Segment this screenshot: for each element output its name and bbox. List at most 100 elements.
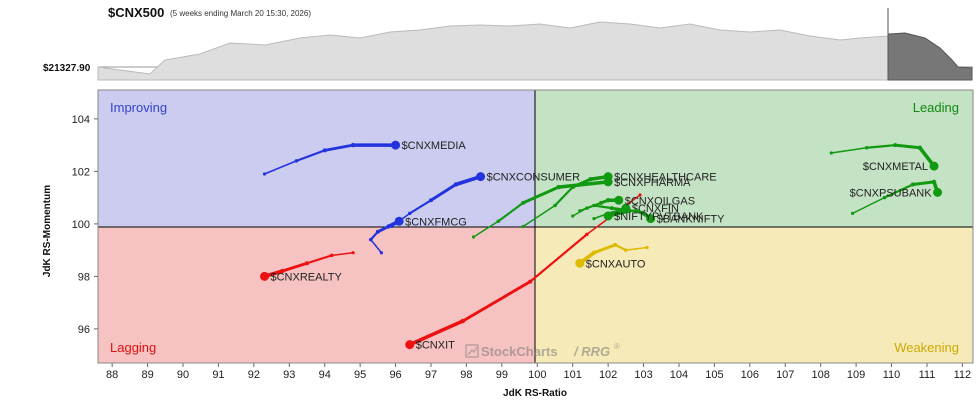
tail-label: $CNXFMCG [405, 216, 467, 228]
tail-label: $CNXOILGAS [625, 195, 695, 207]
tail-point [917, 145, 923, 150]
tail-point [641, 211, 646, 216]
tail-head-point[interactable] [603, 211, 613, 221]
tail-cnxmedia[interactable]: $CNXMEDIA [262, 140, 467, 176]
tail-segment [625, 246, 648, 251]
y-tick-label: 96 [78, 324, 90, 336]
tail-point [571, 214, 575, 218]
tail-point [893, 143, 898, 148]
tail-cnxmetal[interactable]: $CNXMETAL [829, 143, 939, 173]
chart-subtitle: (5 weeks ending March 20 15:30, 2026) [170, 9, 311, 18]
tail-segment [585, 201, 603, 210]
tail-head-point[interactable] [394, 216, 404, 226]
tail-point [471, 235, 476, 239]
tail-segment [883, 183, 914, 199]
x-tick-label: 110 [883, 369, 901, 381]
x-tick-label: 111 [919, 369, 936, 381]
tail-head-point[interactable] [259, 271, 269, 281]
tail-segment [497, 201, 525, 223]
x-tick-label: 96 [389, 369, 401, 381]
tail-point [460, 318, 466, 324]
tail-head-point[interactable] [614, 195, 624, 205]
tail-point [428, 198, 433, 203]
tail-segment [571, 207, 588, 217]
tail-cnxoilgas[interactable]: $CNXOILGAS [571, 195, 695, 218]
tail-segment [529, 233, 588, 283]
tail-segment [556, 180, 610, 189]
tail-point [910, 182, 915, 187]
tail-point [599, 200, 604, 205]
tail-cnxrealty[interactable]: $CNXREALTY [259, 251, 355, 283]
tail-point [585, 232, 589, 237]
tail-cnxpharma[interactable]: $CNXPHARMA [471, 177, 691, 239]
lagging-label: Lagging [110, 340, 156, 355]
tail-segment [408, 199, 433, 215]
y-tick-label: 102 [72, 166, 90, 178]
axis-ticks: 88 89 90 91 92 93 94 95 96 97 98 99 100 101 102 103 104 1… [72, 114, 972, 381]
x-tick-label: 99 [496, 369, 508, 381]
tail-cnxfmcg[interactable]: $CNXFMCG [368, 216, 467, 255]
tail-point [521, 224, 525, 229]
improving-quadrant [98, 90, 535, 227]
x-tick-label: 94 [319, 369, 331, 381]
chart-symbol: $CNX500 [108, 5, 164, 20]
tail-point [375, 229, 380, 234]
tail-head-point[interactable] [405, 340, 415, 350]
x-tick-label: 95 [354, 369, 366, 381]
tail-segment [522, 204, 556, 228]
tail-point [609, 206, 614, 211]
tail-point [850, 211, 855, 215]
price-label: $21327.90 [43, 63, 91, 74]
tail-label: $CNXHEALTHCARE [614, 172, 717, 184]
weakening-quadrant [535, 227, 973, 363]
tail-head-point[interactable] [933, 187, 943, 197]
x-tick-label: 106 [741, 369, 759, 381]
tail-point [588, 177, 593, 182]
tail-point [294, 159, 299, 163]
tail-segment [830, 147, 868, 154]
tail-segment [865, 144, 897, 149]
x-tick-label: 98 [460, 369, 472, 381]
tail-segment [263, 160, 298, 175]
tail-cnxconsumer[interactable]: $CNXCONSUMER [390, 172, 580, 229]
plot-border [97, 89, 974, 364]
tail-head-point[interactable] [575, 258, 585, 268]
tail-point [407, 211, 412, 216]
y-tick-label: 98 [78, 271, 90, 283]
tail-point [605, 198, 611, 203]
tail-cnxpsubank[interactable]: $CNXPSUBANK [850, 179, 943, 215]
tail-segment [521, 185, 560, 205]
tail-point [280, 268, 285, 274]
tail-point [368, 237, 373, 242]
tail-segment [323, 143, 355, 152]
tail-point [556, 184, 561, 190]
tail-head-point[interactable] [646, 214, 656, 224]
x-tick-label: 107 [776, 369, 794, 381]
tail-point [627, 208, 632, 213]
tail-point [624, 248, 628, 252]
tail-cnxauto[interactable]: $CNXAUTO [575, 242, 649, 270]
tail-head-point[interactable] [391, 140, 401, 150]
tail-niftypvtbank[interactable]: $NIFTYPVTBANK [592, 208, 704, 223]
tail-label: $CNXPHARMA [614, 177, 691, 189]
lagging-quadrant [98, 227, 535, 363]
x-tick-label: 93 [283, 369, 295, 381]
tail-head-point[interactable] [476, 172, 486, 182]
x-tick-label: 109 [847, 369, 865, 381]
x-tick-label: 101 [564, 369, 582, 381]
x-tick-label: 97 [425, 369, 437, 381]
x-tick-label: 91 [212, 369, 224, 381]
tail-point [553, 203, 557, 208]
tail-label: $CNXAUTO [586, 258, 646, 270]
watermark-product: / RRG [573, 344, 610, 359]
x-axis-title: JdK RS-Ratio [503, 388, 567, 399]
tail-point [638, 193, 642, 197]
tail-point [350, 142, 356, 148]
x-tick-label: 100 [528, 369, 546, 381]
tail-point [521, 200, 526, 205]
tail-head-point[interactable] [929, 161, 939, 171]
tail-head-point[interactable] [603, 177, 613, 187]
leading-quadrant [535, 90, 973, 227]
